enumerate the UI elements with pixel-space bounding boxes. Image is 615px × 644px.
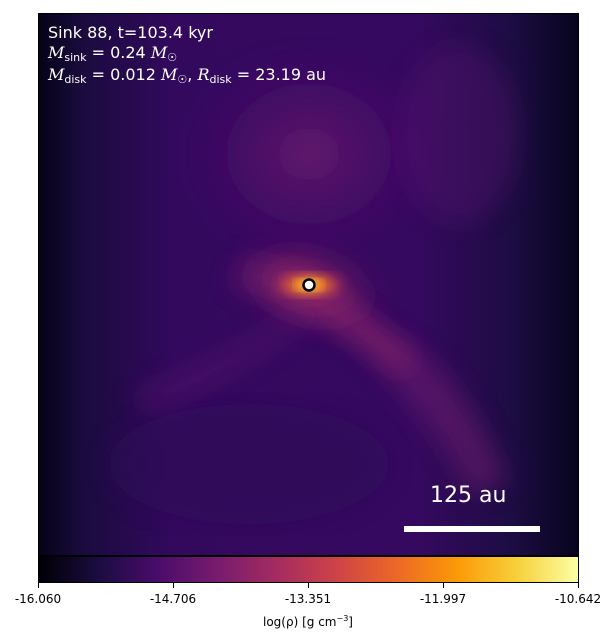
density-map-panel: Sink 88, t=103.4 kyr Msink = 0.24 M☉ Mdi… xyxy=(38,13,579,556)
colorbar-tick-label: -10.642 xyxy=(554,592,602,606)
colorbar-tick-label: -14.706 xyxy=(149,592,197,606)
colorbar-tick-label: -13.351 xyxy=(284,592,332,606)
colorbar-tick xyxy=(578,583,579,588)
colorbar-label: log(ρ) [g cm−3] xyxy=(263,614,353,629)
colorbar-tick xyxy=(443,583,444,588)
colorbar xyxy=(38,556,579,583)
sink-marker xyxy=(302,278,316,292)
sink-mass-label: Msink = 0.24 M☉ xyxy=(48,43,178,64)
colorbar-tick xyxy=(308,583,309,588)
colorbar-tick xyxy=(173,583,174,588)
scale-bar-label: 125 au xyxy=(430,483,507,508)
disk-properties-label: Mdisk = 0.012 M☉, Rdisk = 23.19 au xyxy=(48,65,327,86)
colorbar-tick-label: -16.060 xyxy=(14,592,62,606)
density-map xyxy=(39,14,578,555)
sink-label: Sink 88, t=103.4 kyr xyxy=(48,23,213,42)
colorbar-tick-label: -11.997 xyxy=(419,592,467,606)
colorbar-tick xyxy=(38,583,39,588)
scale-bar xyxy=(404,526,540,532)
